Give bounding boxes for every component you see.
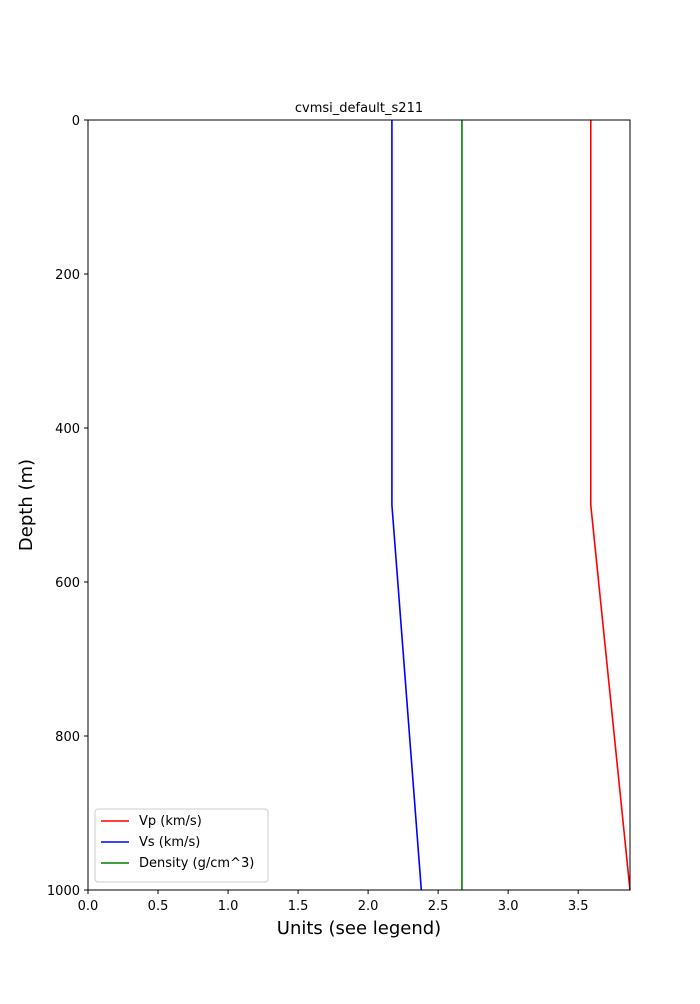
profile-line <box>391 120 423 891</box>
x-axis-label: Units (see legend) <box>277 918 441 939</box>
legend: Vp (km/s) Vs (km/s) Density (g/cm^3) <box>94 808 269 883</box>
y-tick-label: 800 <box>55 730 80 745</box>
y-tick-label: 0 <box>72 114 80 129</box>
chart-title: cvmsi_default_s211 <box>295 101 423 116</box>
x-tick-label: 2.0 <box>358 899 379 914</box>
y-axis-label: Depth (m) <box>16 459 37 551</box>
legend-label: Vs (km/s) <box>139 835 200 850</box>
x-tick-label: 0.0 <box>78 899 99 914</box>
legend-box <box>94 808 269 883</box>
x-tick-label: 1.0 <box>218 899 239 914</box>
y-tick-label: 1000 <box>47 884 80 899</box>
y-tick-label: 600 <box>55 576 80 591</box>
x-tick-label: 2.5 <box>428 899 449 914</box>
x-tick-label: 0.5 <box>148 899 169 914</box>
legend-label: Density (g/cm^3) <box>139 856 254 871</box>
y-tick-label: 200 <box>55 268 80 283</box>
x-tick-label: 1.5 <box>288 899 309 914</box>
x-tick-label: 3.0 <box>498 899 519 914</box>
plot-frame <box>87 119 631 891</box>
legend-label: Vp (km/s) <box>139 814 202 829</box>
profile-line <box>589 120 631 891</box>
y-tick-label: 400 <box>55 422 80 437</box>
x-tick-label: 3.5 <box>568 899 589 914</box>
